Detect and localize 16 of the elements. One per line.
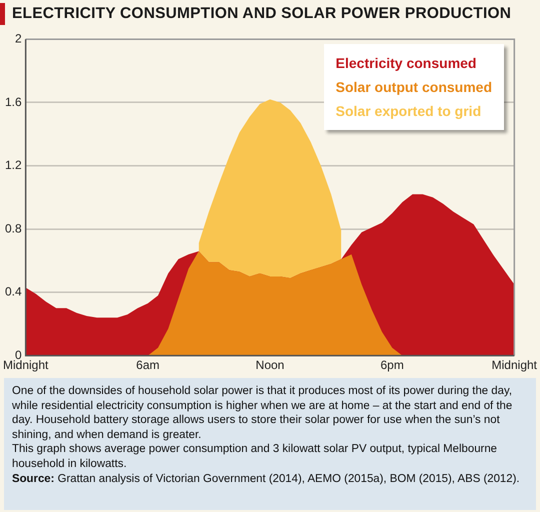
source-note: Source: Grattan analysis of Victorian Government (2014), AEMO (2015a), BOM (2015), ABS (2012). xyxy=(12,472,521,486)
text: This graph shows average power consumption and 3 kilowatt solar PV output, typical Melbourne household in kilowatts. xyxy=(12,442,498,472)
y-tick-label: 0.4 xyxy=(4,284,22,299)
x-tick-label: 6pm xyxy=(380,358,404,372)
text: Electricity consumed xyxy=(336,54,478,73)
chart-title: ELECTRICITY CONSUMPTION AND SOLAR POWER PRODUCTION xyxy=(11,4,512,24)
x-tick-label: Midnight xyxy=(492,358,538,372)
x-tick-label: Noon xyxy=(256,358,284,372)
text: One of the downsides of household solar power is that it produces most of its power during the day, while residential electricity consumption is higher when we are at home – at the start and end of the day. Household battery storage allows users to store their solar power for use when the sun’s not shining, and when demand is greater. xyxy=(12,384,514,442)
text: Solar exported to grid xyxy=(336,102,482,121)
text: Solar output consumed xyxy=(336,78,492,97)
x-tick-label: 6am xyxy=(136,358,160,372)
y-tick-label: 1.6 xyxy=(4,94,22,109)
y-tick-label: 2 xyxy=(14,32,22,46)
y-tick-label: 1.2 xyxy=(4,158,22,172)
y-tick-label: 0.8 xyxy=(4,221,22,236)
